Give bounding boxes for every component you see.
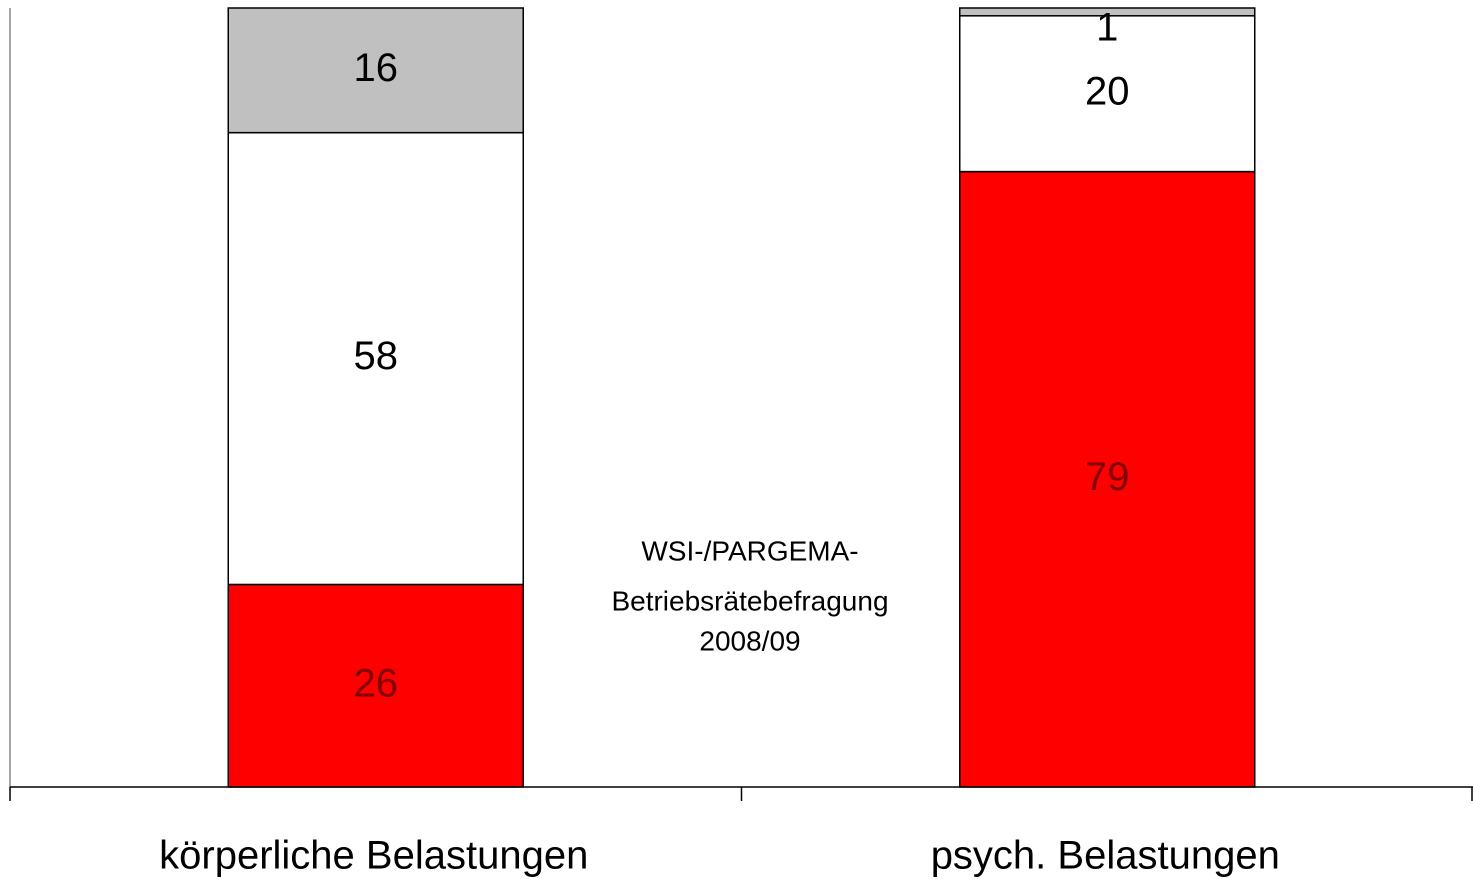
value-label: 16 [354,46,399,90]
annotation: WSI-/PARGEMA- [641,535,858,566]
bar-segment [959,15,1256,173]
annotation: 2008/09 [699,625,800,656]
bar-segment [227,583,524,788]
value-label: 26 [354,661,399,705]
value-label: 58 [354,334,399,378]
bar-segment [959,170,1256,788]
value-label: 1 [1096,6,1118,50]
bar-segment [959,7,1256,17]
x-tick-label: psych. Belastungen [931,834,1280,878]
annotation: Betriebsrätebefragung [611,585,888,616]
bar-segment [227,7,524,134]
bar-segment [227,131,524,586]
value-label: 20 [1085,69,1130,113]
x-tick-label: körperliche Belastungen [159,834,588,878]
value-label: 79 [1085,455,1130,499]
